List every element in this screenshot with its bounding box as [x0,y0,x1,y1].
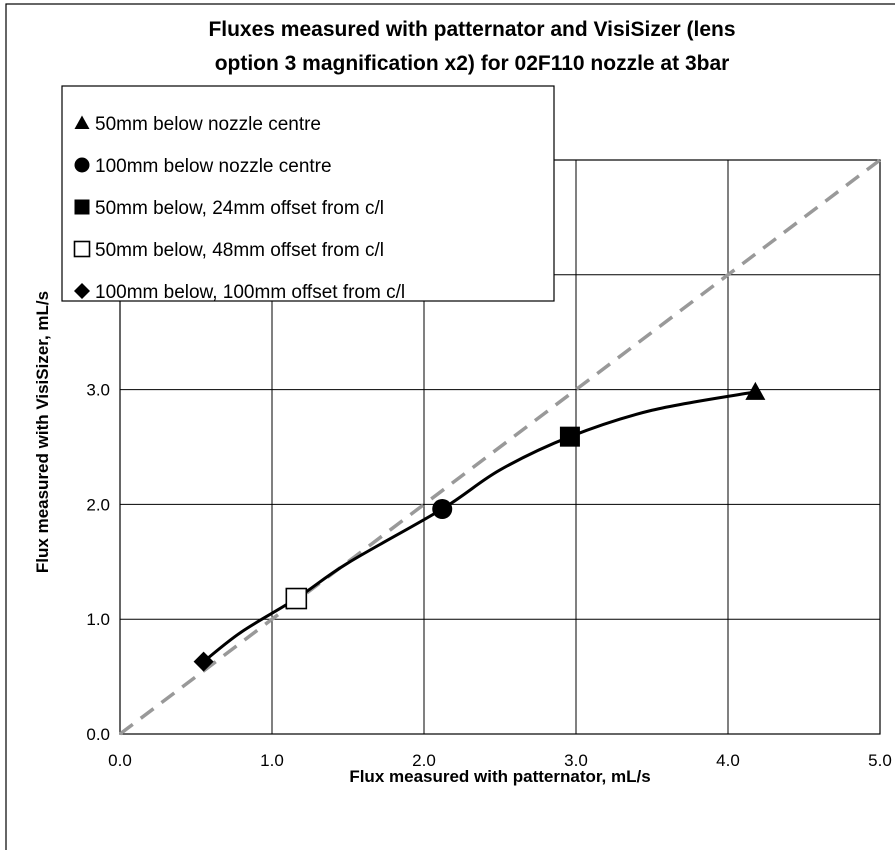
legend: 50mm below nozzle centre 100mm below nozz… [61,85,555,303]
x-tick-label: 3.0 [564,751,588,770]
data-markers [193,381,766,672]
x-tick-label: 4.0 [716,751,740,770]
legend-item-label: 50mm below, 48mm offset from c/l [95,240,384,261]
legend-item-label: 100mm below, 100mm offset from c/l [95,282,405,303]
x-axis-tick-labels: 0.0 1.0 2.0 3.0 4.0 5.0 [108,751,892,770]
data-point-open-square [285,587,308,610]
y-tick-label: 1.0 [86,610,110,629]
legend-marker-circle [74,157,90,173]
legend-marker-triangle [74,115,90,129]
chart-title-line-1: Fluxes measured with patternator and Vis… [208,18,735,41]
legend-item-label: 50mm below nozzle centre [95,114,321,135]
x-tick-label: 2.0 [412,751,436,770]
legend-item-label: 100mm below nozzle centre [95,156,332,177]
data-point-circle [432,498,453,519]
data-point-diamond [193,651,214,672]
y-tick-label: 3.0 [86,381,110,400]
legend-box [61,85,555,302]
x-tick-label: 1.0 [260,751,284,770]
data-point-triangle [745,381,766,400]
chart-title-line-2: option 3 magnification x2) for 02F110 no… [215,52,730,75]
legend-item-label: 50mm below, 24mm offset from c/l [95,198,384,219]
legend-marker-square [74,199,90,215]
x-axis-title: Flux measured with patternator, mL/s [349,767,650,786]
reference-line [118,158,882,736]
legend-marker-open-square [73,240,91,258]
legend-marker-diamond [74,283,90,299]
y-tick-label: 2.0 [86,495,110,514]
x-tick-label: 5.0 [868,751,892,770]
y-tick-label: 0.0 [86,725,110,744]
x-tick-label: 0.0 [108,751,132,770]
data-point-square [559,426,580,447]
y-axis-tick-labels: 0.0 1.0 2.0 3.0 [86,381,110,744]
y-axis-title: Flux measured with VisiSizer, mL/s [33,291,52,573]
